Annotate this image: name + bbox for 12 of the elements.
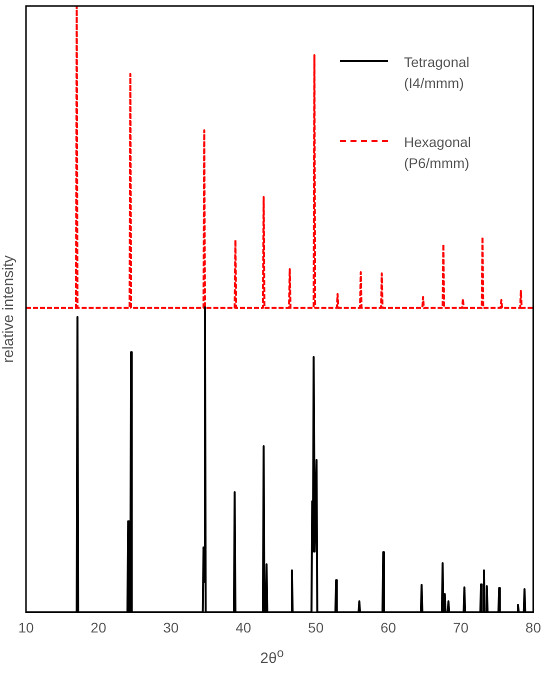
x-tick-label: 60 <box>380 619 396 636</box>
legend-label: Tetragonal (I4/mmm) <box>404 53 470 93</box>
x-tick-label: 10 <box>18 619 34 636</box>
x-tick-label: 30 <box>163 619 179 636</box>
legend-label: Hexagonal (P6/mmm) <box>404 133 472 173</box>
y-axis-title: relative intensity <box>0 254 18 363</box>
x-tick-label: 20 <box>90 619 106 636</box>
x-axis-title: 2θ$^{o}$ <box>259 646 285 667</box>
x-tick-label: 70 <box>452 619 469 636</box>
x-tick-label: 50 <box>308 619 324 636</box>
x-tick-label: 80 <box>525 619 542 636</box>
x-tick-label: 40 <box>236 619 252 636</box>
